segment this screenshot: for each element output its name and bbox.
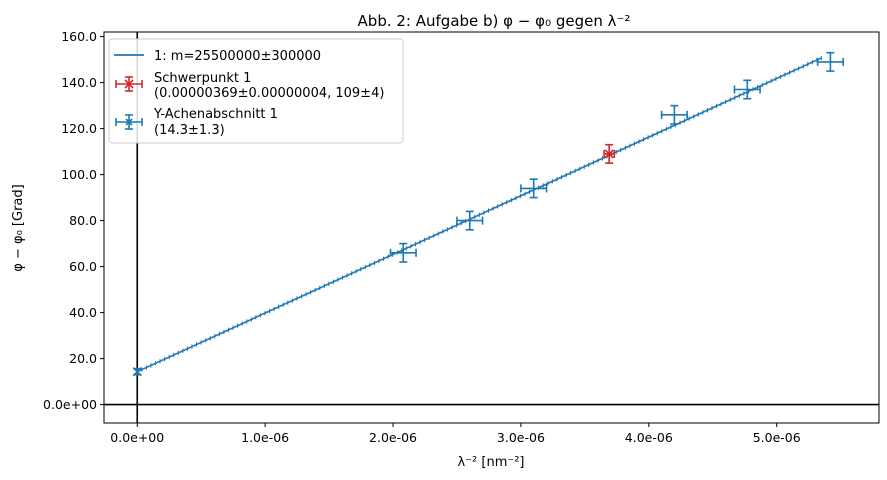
x-tick-label: 3.0e-06 [497,430,545,445]
legend-marker-intercept [115,114,143,130]
data-points-layer [132,51,844,377]
legend-label-fit-line: 1: m=25500000±300000 [154,49,321,64]
y-tick-label: 160.0 [61,29,97,44]
intercept-point [132,367,142,377]
x-tick-label: 2.0e-06 [369,430,417,445]
data-point [520,178,548,199]
y-tick-label: 140.0 [61,75,97,90]
x-tick-label: 1.0e-06 [241,430,289,445]
data-point [733,79,761,100]
chart-title: Abb. 2: Aufgabe b) φ − φ₀ gegen λ⁻² [358,12,631,30]
point-marker [132,367,142,377]
x-tick-label: 5.0e-06 [753,430,801,445]
legend-box [108,38,404,144]
y-tick-label: 80.0 [69,213,97,228]
centroid-point [603,143,616,164]
legend-label-intercept: Y-Achenabschnitt 1 [153,107,278,122]
y-axis-ticks: 0.0e+00 20.0 40.0 60.0 80.0 100.0 120.0 140.0 16… [43,29,104,412]
data-point [456,210,484,231]
x-axis-label: λ⁻² [nm⁻²] [457,455,524,470]
data-point [389,242,417,263]
plot-frame [103,31,880,424]
y-axis-label: φ − φ₀ [Grad] [11,184,26,271]
data-point [660,104,688,125]
y-tick-label: 0.0e+00 [43,397,97,412]
legend-entry-intercept: Y-Achenabschnitt 1 (14.3±1.3) [115,107,278,138]
data-point [816,51,844,72]
legend-entry-centroid: Schwerpunkt 1 (0.00000369±0.00000004, 10… [115,71,384,101]
y-tick-label: 20.0 [69,351,97,366]
point-marker [604,149,614,159]
legend-marker-centroid [115,76,143,92]
legend-detail-intercept: (14.3±1.3) [154,123,225,138]
y-tick-label: 60.0 [69,259,97,274]
y-tick-label: 40.0 [69,305,97,320]
x-tick-label: 0.0e+00 [110,430,164,445]
y-tick-label: 100.0 [61,167,97,182]
legend-label-centroid: Schwerpunkt 1 [154,71,251,86]
legend-detail-centroid: (0.00000369±0.00000004, 109±4) [154,86,384,101]
legend: 1: m=25500000±300000 Schwerpunkt 1 (0.00… [108,38,404,144]
x-tick-label: 4.0e-06 [625,430,673,445]
y-tick-label: 120.0 [61,121,97,136]
fit-line-layer [136,55,822,374]
legend-entry-fit-line: 1: m=25500000±300000 [114,49,321,64]
x-axis-ticks: 0.0e+00 1.0e-06 2.0e-06 3.0e-06 4.0e-06 5.0e-… [110,423,801,445]
